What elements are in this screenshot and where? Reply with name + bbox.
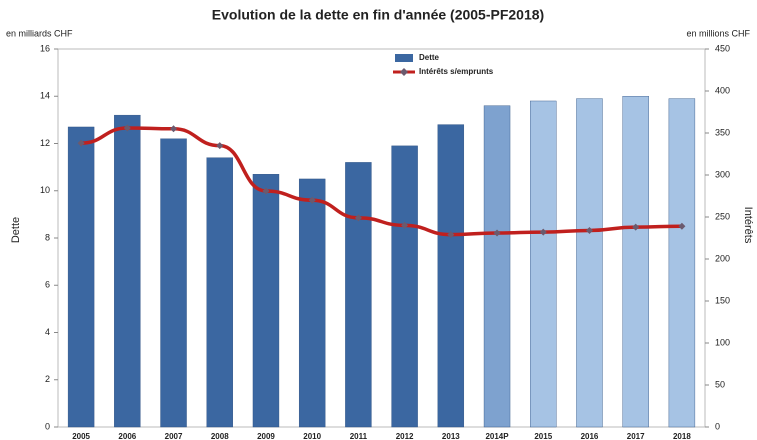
x-tick-label: 2009 xyxy=(257,432,275,440)
marker xyxy=(170,125,178,133)
bar xyxy=(114,114,141,428)
y-tick-label: 12 xyxy=(40,138,50,148)
x-tick-label: 2015 xyxy=(534,432,552,440)
legend-label: Intérêts s/emprunts xyxy=(419,67,494,76)
bar xyxy=(668,98,696,428)
legend-swatch xyxy=(395,54,413,62)
y2-unit: en millions CHF xyxy=(686,28,750,38)
chart-title: Evolution de la dette en fin d'année (20… xyxy=(212,7,544,23)
x-tick-label: 2011 xyxy=(350,432,368,440)
y-tick-label: 0 xyxy=(45,421,50,431)
y2-tick-label: 250 xyxy=(715,211,730,221)
y-unit: en milliards CHF xyxy=(6,28,73,38)
y2-tick-label: 200 xyxy=(715,253,730,263)
plot-frame xyxy=(57,48,706,428)
y2-tick-label: 100 xyxy=(715,337,730,347)
bar xyxy=(252,174,280,428)
y-tick-label: 14 xyxy=(40,91,50,101)
marker xyxy=(77,139,85,147)
y2-tick-label: 350 xyxy=(715,127,730,137)
bar xyxy=(483,105,511,428)
line xyxy=(81,126,682,237)
marker xyxy=(493,229,501,237)
y-tick-label: 4 xyxy=(45,327,50,337)
y2-tick-label: 50 xyxy=(715,379,725,389)
marker xyxy=(632,223,640,231)
bar xyxy=(206,157,233,428)
marker xyxy=(585,226,593,234)
bar xyxy=(437,124,465,428)
marker xyxy=(216,142,224,150)
legend-label: Dette xyxy=(419,53,440,62)
bar xyxy=(67,126,95,428)
y-tick-label: 6 xyxy=(45,280,50,290)
marker xyxy=(539,228,547,236)
x-tick-label: 2010 xyxy=(303,432,321,440)
x-tick-label: 2005 xyxy=(72,432,90,440)
y2-tick-label: 150 xyxy=(715,295,730,305)
x-tick-label: 2006 xyxy=(118,432,136,440)
marker xyxy=(354,214,362,222)
x-tick-label: 2007 xyxy=(165,432,183,440)
x-tick-label: 2008 xyxy=(211,432,229,440)
y2-tick-label: 450 xyxy=(715,43,730,53)
bar xyxy=(622,96,649,428)
y2-tick-label: 300 xyxy=(715,169,730,179)
bar xyxy=(576,98,603,428)
marker xyxy=(262,187,270,195)
y2-label: Intérêts xyxy=(742,207,754,244)
x-tick-label: 2012 xyxy=(396,432,414,440)
marker xyxy=(401,221,409,229)
bar xyxy=(160,138,187,428)
x-tick-label: 2018 xyxy=(673,432,691,440)
marker xyxy=(447,231,455,239)
y2-tick-label: 400 xyxy=(715,85,730,95)
marker xyxy=(308,196,316,204)
legend-marker xyxy=(400,68,408,76)
bar xyxy=(530,100,557,428)
y-tick-label: 16 xyxy=(40,43,50,53)
marker xyxy=(123,124,131,132)
bar xyxy=(298,178,326,428)
x-tick-label: 2013 xyxy=(442,432,460,440)
y-tick-label: 10 xyxy=(40,185,50,195)
x-tick-label: 2017 xyxy=(627,432,645,440)
marker xyxy=(678,222,686,230)
y2-tick-label: 0 xyxy=(715,421,720,431)
x-tick-label: 2014P xyxy=(485,432,509,440)
x-tick-label: 2016 xyxy=(581,432,599,440)
bar xyxy=(391,145,418,428)
y-tick-label: 8 xyxy=(45,232,50,242)
y-label: Dette xyxy=(10,217,22,243)
y-tick-label: 2 xyxy=(45,374,50,384)
bar xyxy=(345,162,372,428)
